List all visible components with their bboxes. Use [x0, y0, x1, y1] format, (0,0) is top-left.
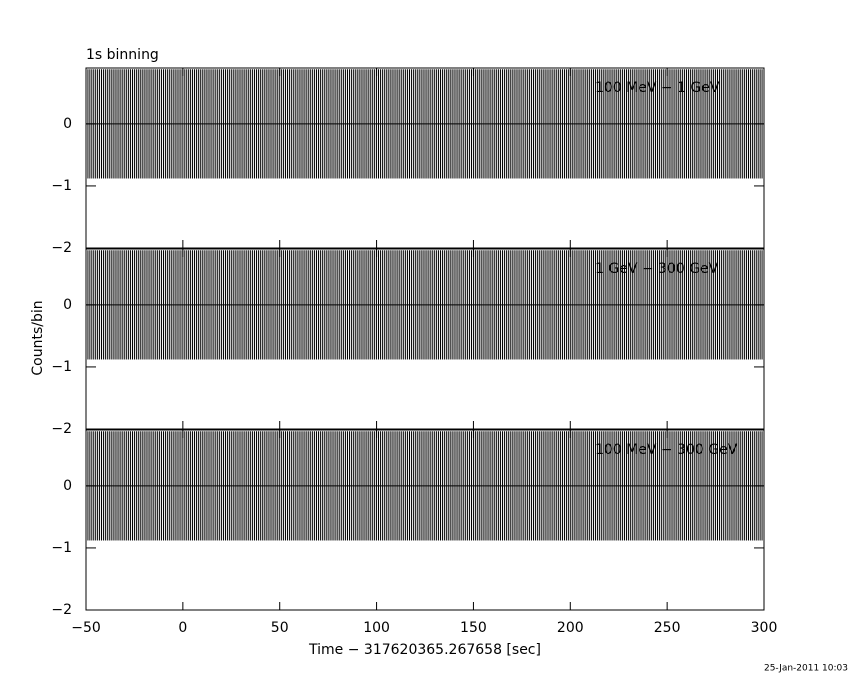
panel-legend: 1 GeV − 300 GeV: [595, 261, 719, 277]
x-tick-label: 50: [271, 620, 289, 636]
plot-area: [86, 69, 764, 179]
panel-legend: 100 MeV − 1 GeV: [595, 80, 720, 96]
y-tick-label: −1: [51, 359, 72, 375]
plot-area: [86, 431, 764, 541]
x-tick-label: 200: [557, 620, 584, 636]
x-tick-label: 0: [178, 620, 187, 636]
x-tick-label: 100: [363, 620, 390, 636]
y-tick-label: 0: [63, 478, 72, 494]
y-tick-label: −1: [51, 178, 72, 194]
panel-frame: [85, 67, 765, 249]
y-tick-label: −2: [51, 421, 72, 437]
x-tick-label: 250: [654, 620, 681, 636]
plot-area: [86, 250, 764, 360]
chart-title: 1s binning: [86, 47, 159, 63]
y-tick-label: 0: [63, 297, 72, 313]
y-tick-label: −2: [51, 602, 72, 618]
x-tick-label: −50: [71, 620, 101, 636]
y-tick-label: 0: [63, 116, 72, 132]
x-tick-label: 300: [751, 620, 778, 636]
y-tick-label: −1: [51, 540, 72, 556]
x-axis-label: Time − 317620365.267658 [sec]: [308, 642, 541, 658]
y-tick-label: −2: [51, 240, 72, 256]
panel-frame: [85, 248, 765, 430]
panel-legend: 100 MeV − 300 GeV: [595, 442, 738, 458]
panel-frame: [85, 429, 765, 611]
x-tick-label: 150: [460, 620, 487, 636]
y-axis-label: Counts/bin: [30, 300, 46, 375]
timestamp: 25-Jan-2011 10:03: [764, 664, 848, 674]
